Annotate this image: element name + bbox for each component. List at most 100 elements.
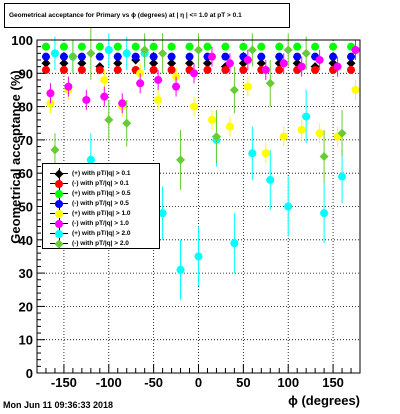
- x-axis-label: ϕ (degrees): [288, 393, 360, 408]
- y-tick-label: 10: [19, 333, 33, 348]
- data-markers: [41, 26, 360, 300]
- legend-marker: [46, 208, 72, 218]
- data-point: [77, 65, 86, 74]
- data-point: [248, 149, 257, 158]
- legend-entry: (+) with pT/|q| > 1.0: [46, 208, 158, 218]
- data-point: [202, 58, 212, 68]
- data-point: [256, 58, 266, 68]
- data-point: [122, 118, 132, 128]
- y-tick-label: 80: [19, 100, 33, 115]
- data-point: [46, 89, 55, 98]
- data-point: [315, 55, 324, 64]
- x-tick-label: -50: [144, 375, 163, 390]
- data-point: [347, 52, 356, 61]
- data-point: [59, 58, 69, 68]
- legend-entry: (+) with pT/|q| > 2.0: [46, 228, 158, 238]
- data-point: [221, 65, 230, 74]
- series-2: [41, 42, 356, 51]
- data-point: [207, 52, 216, 61]
- data-point: [185, 52, 194, 61]
- legend-entry: (-) with pT/|q| > 1.0: [46, 218, 158, 228]
- data-point: [140, 45, 150, 55]
- data-point: [104, 45, 113, 54]
- data-point: [257, 42, 266, 51]
- x-tick-label: 150: [322, 375, 344, 390]
- data-point: [320, 209, 329, 218]
- data-point: [41, 58, 51, 68]
- data-point: [293, 52, 302, 61]
- data-point: [95, 52, 104, 61]
- data-point: [190, 69, 199, 78]
- legend-entry: (+) with pT/|q| > 0.1: [46, 168, 158, 179]
- data-point: [185, 42, 194, 51]
- data-point: [149, 52, 158, 61]
- series-5: [46, 40, 360, 114]
- data-point: [158, 209, 167, 218]
- legend-label: (+) with pT/|q| > 0.1: [72, 169, 131, 177]
- data-point: [257, 52, 266, 61]
- data-point: [347, 65, 356, 74]
- data-point: [190, 102, 199, 111]
- data-point: [149, 65, 158, 74]
- series-4: [46, 63, 360, 164]
- data-point: [225, 59, 234, 68]
- data-point: [243, 55, 252, 64]
- data-point: [301, 48, 311, 58]
- y-axis-label: Geometrical acceptance (%): [8, 70, 23, 243]
- x-tick-label: 50: [236, 375, 250, 390]
- y-tick-label: 100: [11, 33, 33, 48]
- series-3: [41, 52, 356, 61]
- data-point: [351, 45, 360, 54]
- data-point: [230, 239, 239, 248]
- data-point: [239, 42, 248, 51]
- data-point: [329, 42, 338, 51]
- data-point: [261, 149, 270, 158]
- data-point: [86, 48, 96, 58]
- legend-label: (-) with pT/|q| > 0.1: [72, 179, 129, 187]
- legend-entry: (-) with pT/|q| > 2.0: [46, 238, 158, 249]
- data-point: [207, 115, 216, 124]
- data-point: [293, 42, 302, 51]
- x-tick-label: 0: [195, 375, 202, 390]
- data-point: [167, 52, 176, 61]
- chart-title-text: Geometrical acceptance for Primary vs ϕ …: [9, 12, 242, 19]
- data-point: [158, 48, 168, 58]
- legend-label: (-) with pT/|q| > 0.5: [72, 199, 129, 207]
- data-point: [329, 52, 338, 61]
- data-point: [311, 42, 320, 51]
- data-point: [172, 82, 181, 91]
- y-tick-label: 40: [19, 233, 33, 248]
- y-tick-label: 20: [19, 299, 33, 314]
- data-point: [113, 65, 122, 74]
- legend-label: (+) with pT/|q| > 2.0: [72, 229, 131, 237]
- data-point: [275, 42, 284, 51]
- data-point: [333, 62, 342, 71]
- data-point: [279, 132, 288, 141]
- chart-title: Geometrical acceptance for Primary vs ϕ …: [4, 3, 290, 28]
- data-point: [346, 58, 356, 68]
- data-point: [297, 125, 306, 134]
- data-point: [319, 152, 329, 162]
- x-tick-label: 100: [277, 375, 299, 390]
- data-point: [239, 65, 248, 74]
- data-point: [118, 99, 127, 108]
- y-tick-label: 70: [19, 133, 33, 148]
- data-point: [131, 42, 140, 51]
- data-point: [279, 59, 288, 68]
- legend-label: (+) with pT/|q| > 0.5: [72, 189, 131, 197]
- legend-entry: (-) with pT/|q| > 0.1: [46, 178, 158, 188]
- data-point: [59, 52, 68, 61]
- data-point: [266, 175, 275, 184]
- data-point: [149, 42, 158, 51]
- data-point: [203, 65, 212, 74]
- x-tick-label: -150: [51, 375, 77, 390]
- legend-marker: [46, 198, 72, 208]
- data-point: [275, 65, 284, 74]
- data-point: [95, 42, 104, 51]
- data-point: [113, 58, 123, 68]
- data-point: [167, 42, 176, 51]
- data-point: [302, 112, 311, 121]
- data-point: [100, 92, 109, 101]
- legend-marker: [46, 228, 72, 238]
